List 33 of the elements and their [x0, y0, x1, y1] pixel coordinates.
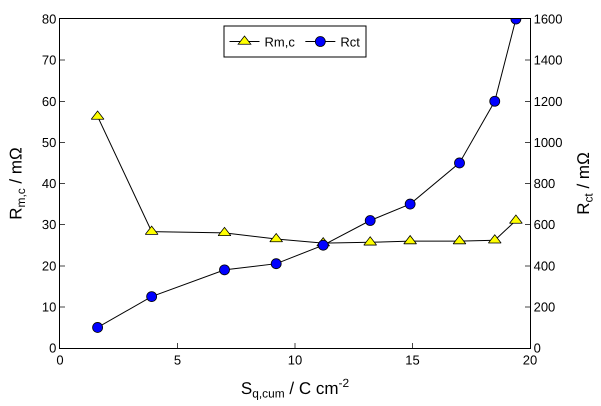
point [146, 291, 158, 302]
x-tick-label: 15 [405, 352, 420, 368]
y2-tick-label: 200 [534, 299, 556, 314]
y2-tick-label: 600 [534, 217, 556, 232]
x-axis-title: S$_{q,cum}$ / C cm$^{-2}$ [240, 376, 350, 401]
point [219, 264, 230, 276]
point [270, 258, 282, 270]
point [454, 158, 465, 168]
point [92, 322, 103, 333]
y-tick-label: 10 [42, 299, 56, 314]
y-tick-label: 20 [42, 258, 56, 274]
point [488, 234, 502, 244]
y-tick-label: 80 [42, 12, 56, 27]
point [364, 215, 376, 226]
y2-tick-label: 1200 [534, 94, 563, 109]
point [489, 96, 500, 107]
y2-tick-label: 1000 [534, 134, 563, 150]
x-tick-label: 5 [174, 352, 182, 368]
y-tick-label: 0 [49, 340, 56, 356]
legend-label: Rct [340, 34, 360, 50]
y-tick-label: 40 [42, 176, 56, 192]
y-tick-label: 70 [42, 52, 56, 68]
y-tick-label: 60 [42, 94, 56, 109]
y2-tick-label: 800 [534, 176, 556, 192]
y-tick-label: 50 [42, 134, 56, 150]
y-tick-label: 30 [42, 217, 56, 232]
point [318, 240, 329, 251]
y2-tick-label: 400 [534, 258, 556, 274]
y2-tick-label: 1400 [534, 52, 563, 68]
y2-tick-label: 1600 [534, 12, 563, 27]
x-tick-label: 10 [288, 352, 302, 368]
legend-label: Rm,c [264, 34, 296, 50]
point [404, 198, 416, 210]
